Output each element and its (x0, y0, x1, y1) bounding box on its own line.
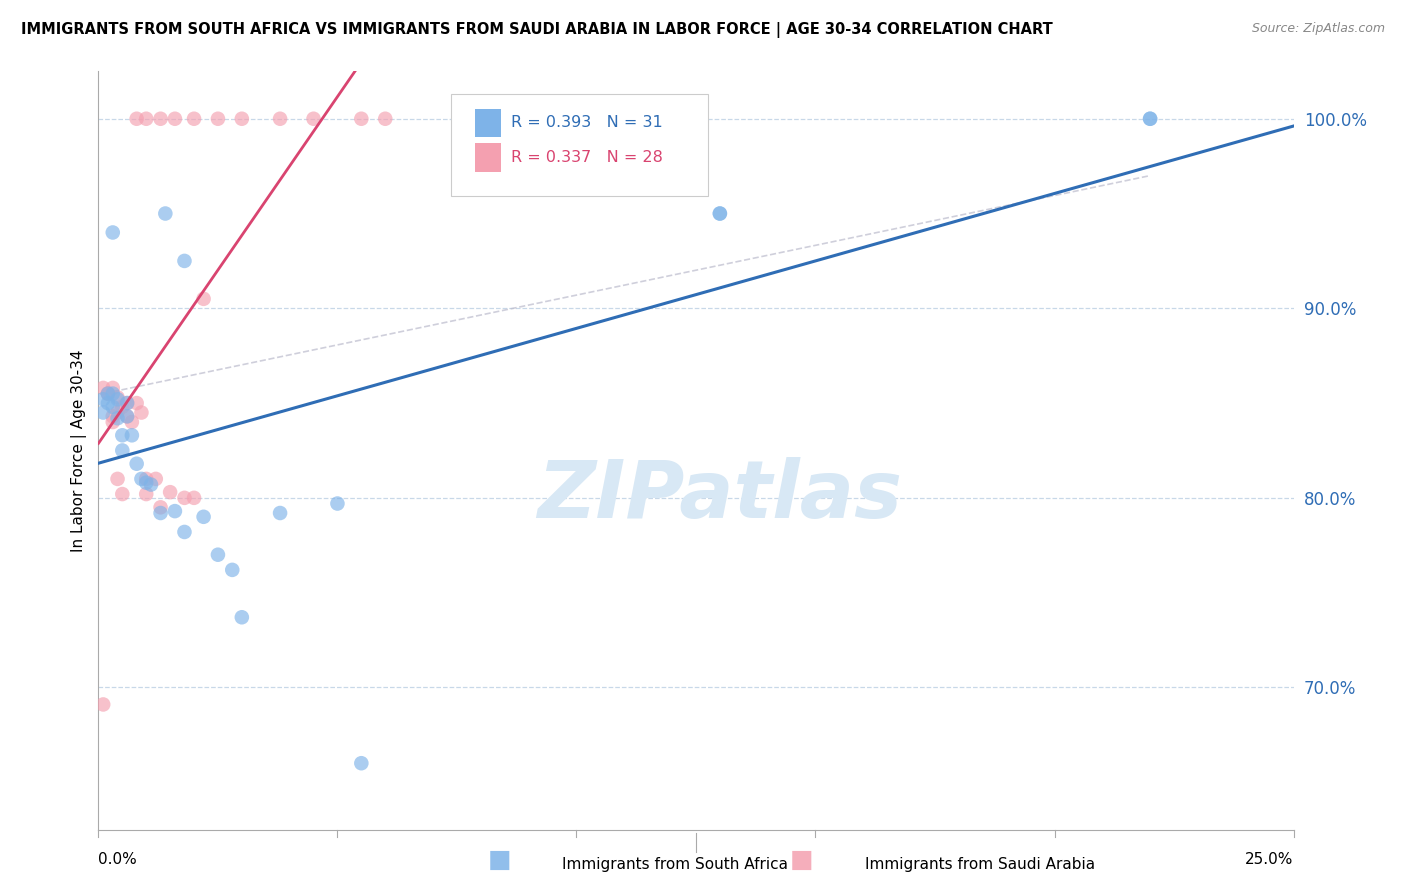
Point (193, 292, 215, 306)
Point (107, 392, 129, 407)
Point (115, 396, 138, 410)
Point (115, 409, 138, 424)
Point (183, 491, 205, 505)
Point (125, 112, 148, 126)
Point (193, 509, 215, 524)
Point (101, 381, 124, 395)
Point (125, 396, 148, 410)
Point (111, 443, 134, 458)
Point (101, 400, 124, 414)
Point (269, 112, 291, 126)
Point (131, 472, 153, 486)
Point (131, 405, 153, 419)
Point (709, 206, 731, 220)
Point (97, 386, 120, 401)
Point (101, 386, 124, 401)
Point (374, 112, 396, 126)
Point (231, 112, 253, 126)
Text: ■: ■ (488, 848, 510, 872)
Point (139, 477, 162, 491)
Point (1139, 112, 1161, 126)
Point (183, 112, 205, 126)
Point (149, 506, 172, 520)
Y-axis label: In Labor Force | Age 30-34: In Labor Force | Age 30-34 (72, 349, 87, 552)
Point (350, 112, 373, 126)
Point (173, 491, 195, 505)
Point (115, 396, 138, 410)
Point (111, 400, 134, 414)
Point (111, 487, 134, 501)
FancyBboxPatch shape (451, 95, 709, 196)
Point (221, 563, 243, 577)
Point (163, 504, 186, 518)
Point (135, 487, 157, 501)
Point (97, 386, 120, 401)
Text: Immigrants from South Africa: Immigrants from South Africa (562, 857, 789, 872)
Point (97, 396, 120, 410)
Text: Source: ZipAtlas.com: Source: ZipAtlas.com (1251, 22, 1385, 36)
Point (231, 610, 253, 624)
Point (91, 698, 114, 712)
FancyBboxPatch shape (475, 144, 501, 172)
Point (107, 390, 129, 404)
Point (145, 472, 167, 486)
Point (125, 457, 148, 471)
Point (326, 496, 349, 510)
FancyBboxPatch shape (475, 109, 501, 137)
Point (101, 409, 124, 424)
Point (115, 409, 138, 424)
Point (159, 485, 181, 500)
Point (155, 206, 177, 220)
Point (107, 405, 129, 419)
Point (101, 226, 124, 240)
Point (149, 500, 172, 515)
Point (207, 112, 229, 126)
Point (163, 112, 186, 126)
Point (350, 756, 373, 771)
Point (91, 392, 114, 407)
Point (111, 428, 134, 442)
Text: IMMIGRANTS FROM SOUTH AFRICA VS IMMIGRANTS FROM SAUDI ARABIA IN LABOR FORCE | AG: IMMIGRANTS FROM SOUTH AFRICA VS IMMIGRAN… (21, 22, 1053, 38)
Text: ZIPatlas: ZIPatlas (537, 457, 903, 535)
Point (121, 428, 143, 442)
Point (121, 415, 143, 429)
Point (135, 475, 157, 490)
Point (269, 506, 291, 520)
Text: R = 0.337   N = 28: R = 0.337 N = 28 (510, 150, 662, 165)
Point (149, 112, 172, 126)
Point (207, 548, 229, 562)
Point (107, 472, 129, 486)
Point (1139, 112, 1161, 126)
Text: 25.0%: 25.0% (1246, 852, 1294, 867)
Point (101, 415, 124, 429)
Point (135, 472, 157, 486)
Text: ■: ■ (790, 848, 813, 872)
Point (173, 253, 195, 268)
Text: 0.0%: 0.0% (98, 852, 138, 867)
Point (302, 112, 325, 126)
Text: Immigrants from Saudi Arabia: Immigrants from Saudi Arabia (865, 857, 1095, 872)
Point (173, 524, 195, 539)
Point (91, 405, 114, 419)
Point (97, 386, 120, 401)
Point (91, 381, 114, 395)
Point (709, 206, 731, 220)
Point (135, 112, 157, 126)
Text: R = 0.393   N = 31: R = 0.393 N = 31 (510, 115, 662, 130)
Point (107, 411, 129, 425)
